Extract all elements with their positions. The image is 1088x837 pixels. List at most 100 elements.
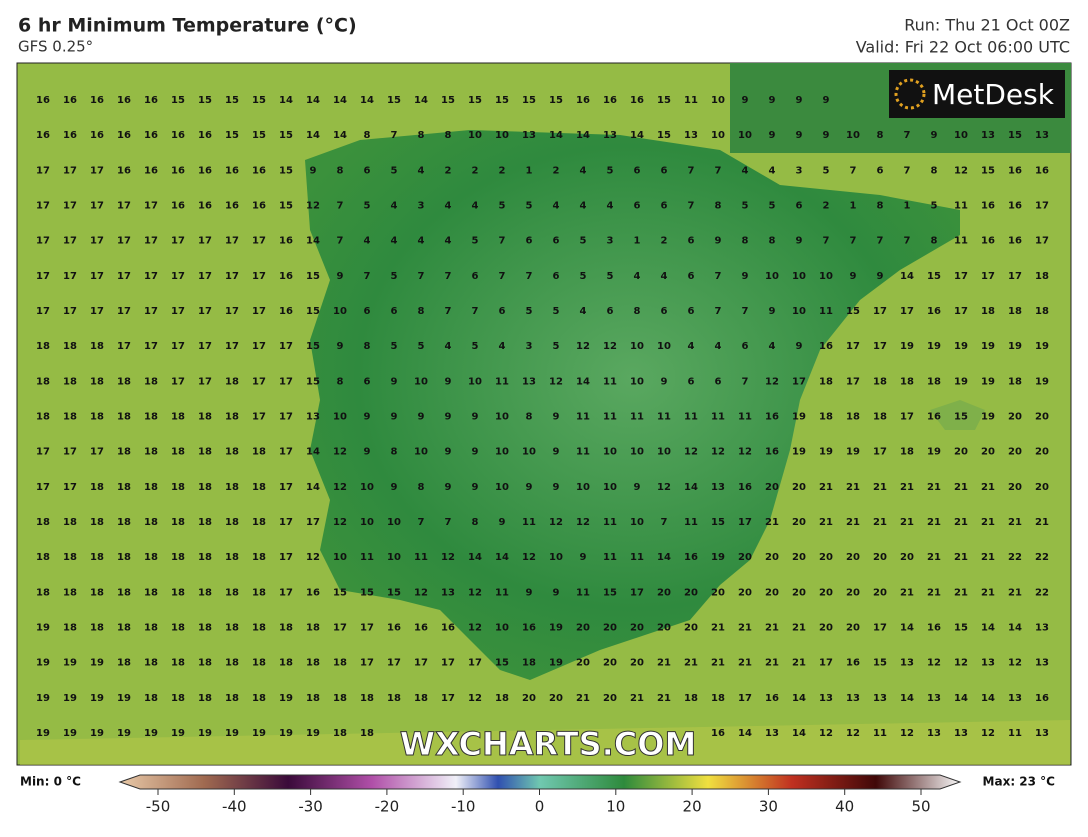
grid-value: 17 bbox=[171, 236, 185, 247]
grid-value: 18 bbox=[981, 306, 995, 317]
grid-value: 8 bbox=[418, 130, 425, 141]
grid-value: 11 bbox=[954, 201, 968, 212]
grid-value: 19 bbox=[117, 693, 131, 704]
grid-value: 14 bbox=[576, 130, 590, 141]
grid-value: 16 bbox=[927, 623, 941, 634]
grid-value: 15 bbox=[171, 95, 185, 106]
grid-value: 21 bbox=[900, 482, 914, 493]
grid-value: 15 bbox=[225, 95, 239, 106]
grid-value: 11 bbox=[603, 517, 617, 528]
grid-value: 12 bbox=[414, 587, 428, 598]
value-grid: 16 16 16 16 16 15 15 15 15 14 14 14 14 15 14 15 15 15 15 15… bbox=[36, 95, 1049, 739]
grid-value: 18 bbox=[144, 517, 158, 528]
grid-value: 20 bbox=[684, 587, 698, 598]
grid-value: 17 bbox=[225, 236, 239, 247]
grid-value: 9 bbox=[526, 482, 533, 493]
grid-value: 21 bbox=[765, 623, 779, 634]
grid-value: 18 bbox=[225, 658, 239, 669]
grid-value: 8 bbox=[526, 412, 533, 423]
grid-value: 16 bbox=[90, 130, 104, 141]
grid-value: 4 bbox=[499, 341, 506, 352]
grid-value: 13 bbox=[1035, 623, 1049, 634]
grid-value: 20 bbox=[738, 552, 752, 563]
grid-value: 18 bbox=[171, 623, 185, 634]
grid-value: 18 bbox=[252, 552, 266, 563]
grid-value: 20 bbox=[792, 517, 806, 528]
grid-value: 15 bbox=[333, 587, 347, 598]
grid-value: 14 bbox=[306, 95, 320, 106]
grid-value: 20 bbox=[765, 482, 779, 493]
grid-value: 20 bbox=[576, 658, 590, 669]
grid-value: 20 bbox=[657, 587, 671, 598]
grid-value: 21 bbox=[630, 693, 644, 704]
grid-value: 1 bbox=[850, 201, 857, 212]
grid-value: 13 bbox=[1035, 728, 1049, 739]
run-time: Run: Thu 21 Oct 00Z bbox=[904, 16, 1070, 35]
grid-value: 17 bbox=[873, 447, 887, 458]
grid-value: 18 bbox=[63, 376, 77, 387]
grid-value: 19 bbox=[1008, 341, 1022, 352]
grid-value: 17 bbox=[144, 341, 158, 352]
grid-value: 17 bbox=[738, 693, 752, 704]
grid-value: 17 bbox=[144, 306, 158, 317]
grid-value: 15 bbox=[441, 95, 455, 106]
grid-value: 10 bbox=[630, 341, 644, 352]
grid-value: 21 bbox=[657, 658, 671, 669]
grid-value: 17 bbox=[144, 201, 158, 212]
grid-value: 21 bbox=[1008, 587, 1022, 598]
colorbar-tick-label: 50 bbox=[911, 798, 930, 816]
grid-value: 13 bbox=[603, 130, 617, 141]
iberia-land bbox=[305, 130, 960, 680]
grid-value: 12 bbox=[333, 517, 347, 528]
grid-value: 12 bbox=[576, 341, 590, 352]
grid-value: 12 bbox=[684, 447, 698, 458]
grid-value: 20 bbox=[765, 552, 779, 563]
grid-value: 7 bbox=[472, 306, 479, 317]
grid-value: 20 bbox=[792, 482, 806, 493]
grid-value: 4 bbox=[364, 236, 371, 247]
grid-value: 6 bbox=[661, 201, 668, 212]
grid-value: 19 bbox=[1035, 376, 1049, 387]
grid-value: 4 bbox=[580, 201, 587, 212]
grid-value: 18 bbox=[387, 693, 401, 704]
grid-value: 20 bbox=[819, 587, 833, 598]
grid-value: 21 bbox=[900, 517, 914, 528]
grid-value: 19 bbox=[279, 693, 293, 704]
grid-value: 5 bbox=[418, 341, 425, 352]
grid-value: 20 bbox=[1035, 482, 1049, 493]
grid-value: 20 bbox=[846, 623, 860, 634]
grid-value: 16 bbox=[819, 341, 833, 352]
grid-value: 18 bbox=[144, 447, 158, 458]
grid-value: 8 bbox=[418, 306, 425, 317]
grid-value: 9 bbox=[580, 552, 587, 563]
grid-value: 1 bbox=[634, 236, 641, 247]
grid-value: 15 bbox=[873, 658, 887, 669]
grid-value: 14 bbox=[792, 693, 806, 704]
grid-value: 17 bbox=[117, 236, 131, 247]
grid-value: 8 bbox=[418, 482, 425, 493]
colorbar-tick-label: -10 bbox=[451, 798, 476, 816]
grid-value: 15 bbox=[954, 412, 968, 423]
grid-value: 16 bbox=[927, 412, 941, 423]
grid-value: 11 bbox=[684, 95, 698, 106]
grid-value: 18 bbox=[252, 447, 266, 458]
grid-value: 16 bbox=[90, 95, 104, 106]
grid-value: 15 bbox=[279, 201, 293, 212]
grid-value: 18 bbox=[225, 412, 239, 423]
grid-value: 5 bbox=[472, 341, 479, 352]
grid-value: 15 bbox=[198, 95, 212, 106]
grid-value: 20 bbox=[1008, 412, 1022, 423]
grid-value: 21 bbox=[954, 587, 968, 598]
grid-value: 7 bbox=[877, 236, 884, 247]
grid-value: 4 bbox=[472, 201, 479, 212]
grid-value: 10 bbox=[414, 447, 428, 458]
grid-value: 21 bbox=[819, 482, 833, 493]
grid-value: 5 bbox=[472, 236, 479, 247]
grid-value: 19 bbox=[90, 693, 104, 704]
grid-value: 15 bbox=[252, 130, 266, 141]
grid-value: 18 bbox=[333, 693, 347, 704]
grid-value: 16 bbox=[171, 130, 185, 141]
grid-value: 17 bbox=[441, 693, 455, 704]
grid-value: 11 bbox=[684, 517, 698, 528]
